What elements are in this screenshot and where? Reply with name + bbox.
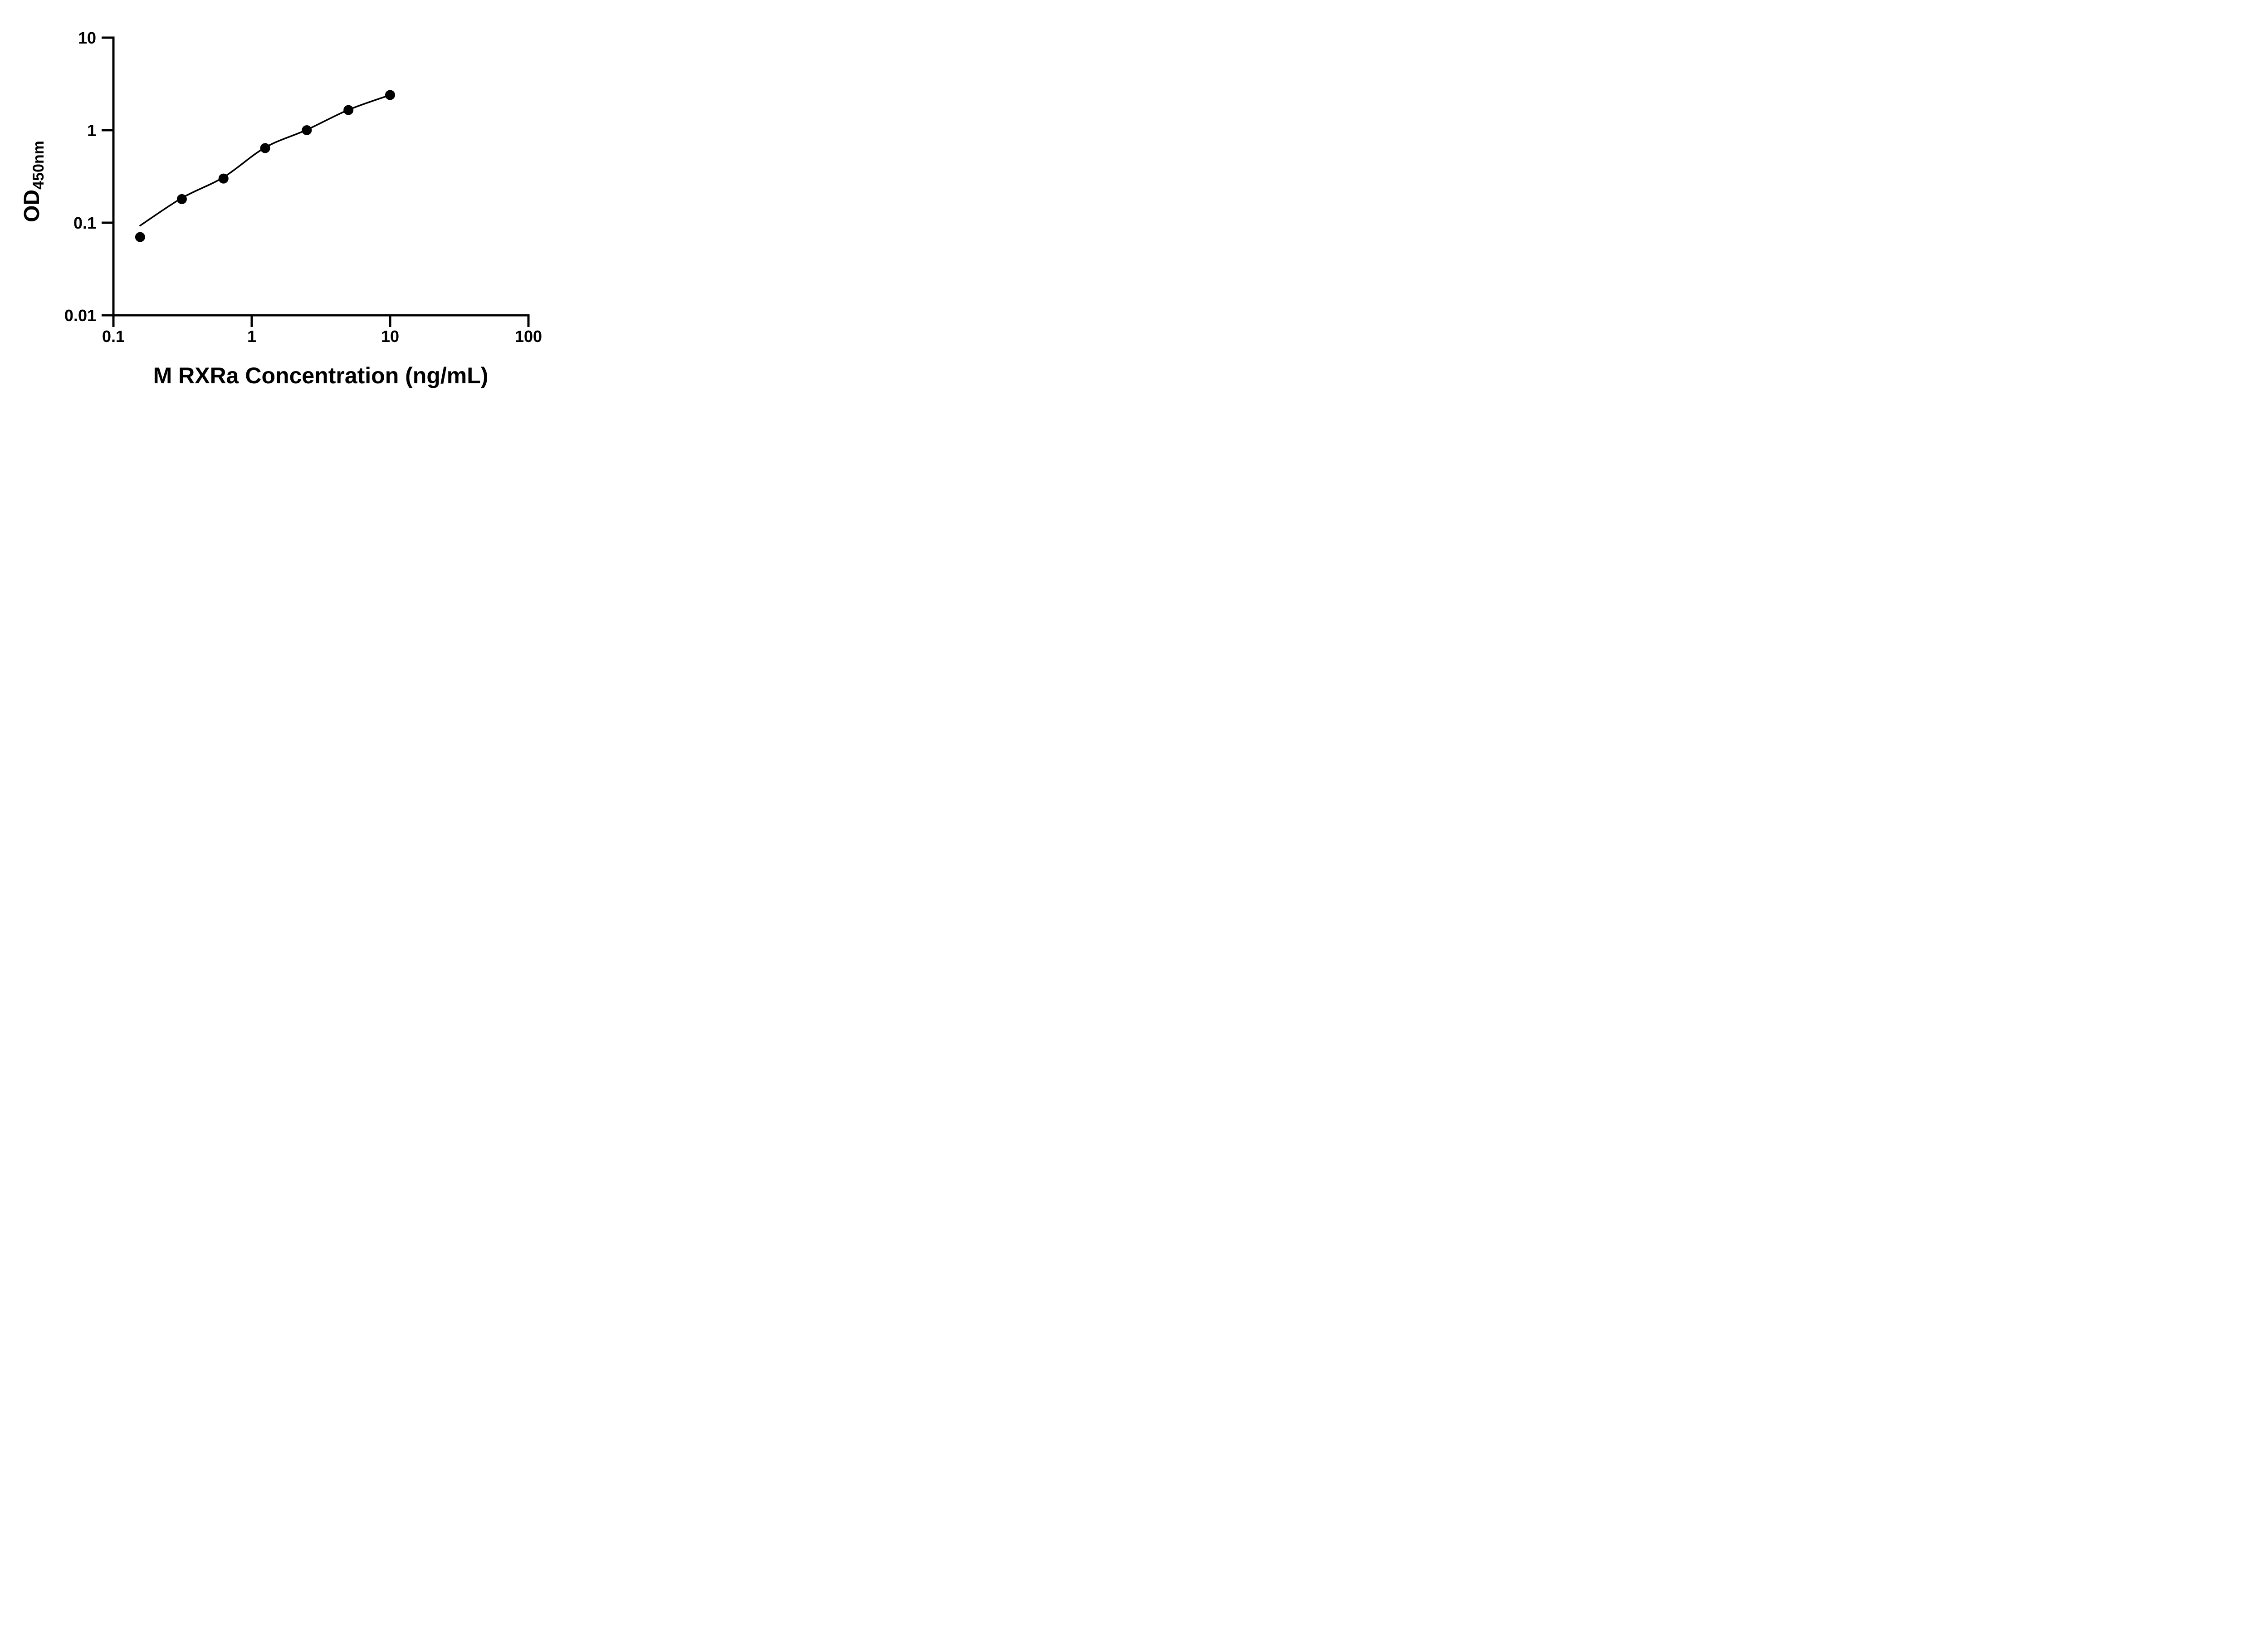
axis-ticks: 0.1 1 10 100 0.01 0.1 1 10 [64, 29, 542, 346]
data-point [260, 143, 270, 153]
y-tick-label: 10 [78, 29, 96, 47]
data-point [176, 194, 187, 204]
fit-curve-line [139, 94, 391, 227]
data-point [218, 173, 229, 184]
data-points [135, 90, 395, 242]
data-point [343, 105, 354, 115]
standard-curve-chart: 0.1 1 10 100 0.01 0.1 1 10 M RXRa Concentration… [20, 29, 542, 388]
fit-curve [139, 94, 391, 227]
x-tick-label: 100 [515, 327, 542, 346]
x-tick-label: 1 [247, 327, 256, 346]
x-tick-label: 10 [381, 327, 399, 346]
x-tick-label: 0.1 [102, 327, 125, 346]
data-point [135, 232, 145, 242]
x-axis-title: M RXRa Concentration (ng/mL) [153, 363, 489, 388]
y-axis-title-subscript: 450nm [30, 141, 47, 190]
y-tick-label: 0.01 [64, 306, 96, 325]
data-point [385, 90, 395, 100]
data-point [302, 125, 312, 135]
elisa-standard-curve-figure: 0.1 1 10 100 0.01 0.1 1 10 M RXRa Concentration… [0, 0, 583, 408]
y-tick-label: 1 [87, 121, 96, 140]
axes [112, 36, 530, 317]
y-axis-title-main: OD [20, 190, 44, 222]
y-tick-label: 0.1 [73, 214, 96, 232]
y-axis-title: OD450nm [20, 141, 47, 222]
